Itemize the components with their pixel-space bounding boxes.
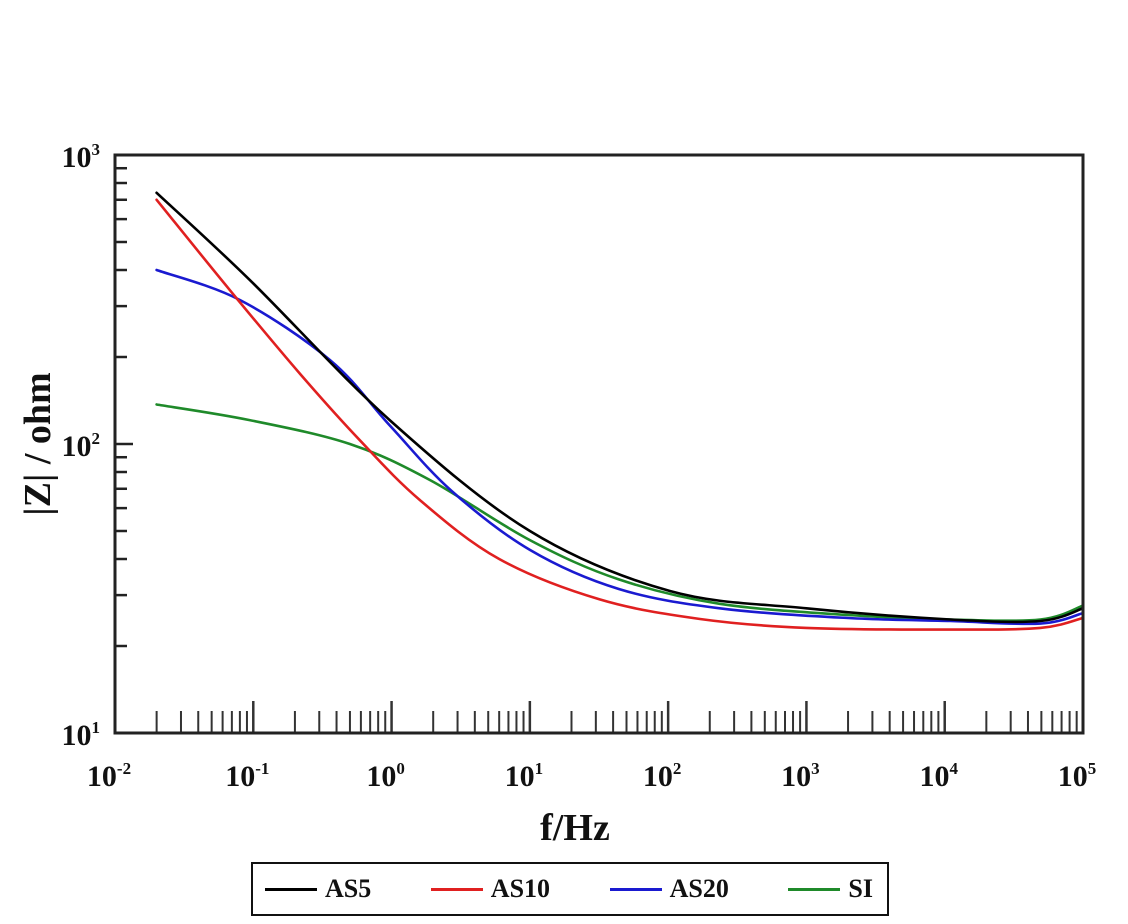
legend-label-as5: AS5	[325, 874, 372, 903]
x-axis-title: f/Hz	[540, 807, 610, 849]
chart-legend: AS5 AS10 AS20 SI	[251, 862, 889, 916]
x-tick-label: 105	[1058, 759, 1097, 793]
legend-label-as20: AS20	[669, 874, 729, 903]
y-tick-label: 102	[62, 429, 101, 463]
legend-swatch-as10	[430, 887, 483, 891]
legend-swatch-as5	[265, 887, 317, 891]
x-tick-label: 103	[781, 759, 820, 793]
legend-swatch-as20	[609, 887, 662, 891]
legend-item-si: SI	[788, 874, 873, 904]
x-tick-label: 102	[643, 759, 682, 793]
y-tick-label: 103	[62, 140, 101, 174]
series-line-as5	[155, 191, 1085, 624]
x-tick-label: 104	[919, 759, 958, 793]
x-tick-label: 10-2	[87, 759, 131, 793]
legend-item-as10: AS10	[430, 874, 551, 904]
x-tick-label: 10-1	[225, 759, 269, 793]
axis-ticks	[115, 153, 1085, 733]
series-line-as10	[155, 198, 1085, 631]
plot-frame	[113, 153, 1085, 735]
x-tick-labels: 10-2 10-1 100 101 102 103 104 105	[87, 759, 1096, 793]
y-tick-labels: 101 102 103	[62, 140, 101, 752]
data-curves	[155, 191, 1085, 631]
legend-swatch-si	[788, 887, 841, 891]
y-tick-label: 101	[62, 718, 101, 752]
series-line-as20	[155, 268, 1085, 626]
x-tick-label: 100	[366, 759, 405, 793]
x-tick-label: 101	[505, 759, 544, 793]
legend-label-si: SI	[848, 874, 873, 903]
legend-item-as20: AS20	[609, 874, 729, 904]
legend-label-as10: AS10	[490, 874, 551, 903]
y-axis-title: |Z| / ohm	[17, 372, 59, 515]
legend-item-as5: AS5	[265, 874, 371, 904]
